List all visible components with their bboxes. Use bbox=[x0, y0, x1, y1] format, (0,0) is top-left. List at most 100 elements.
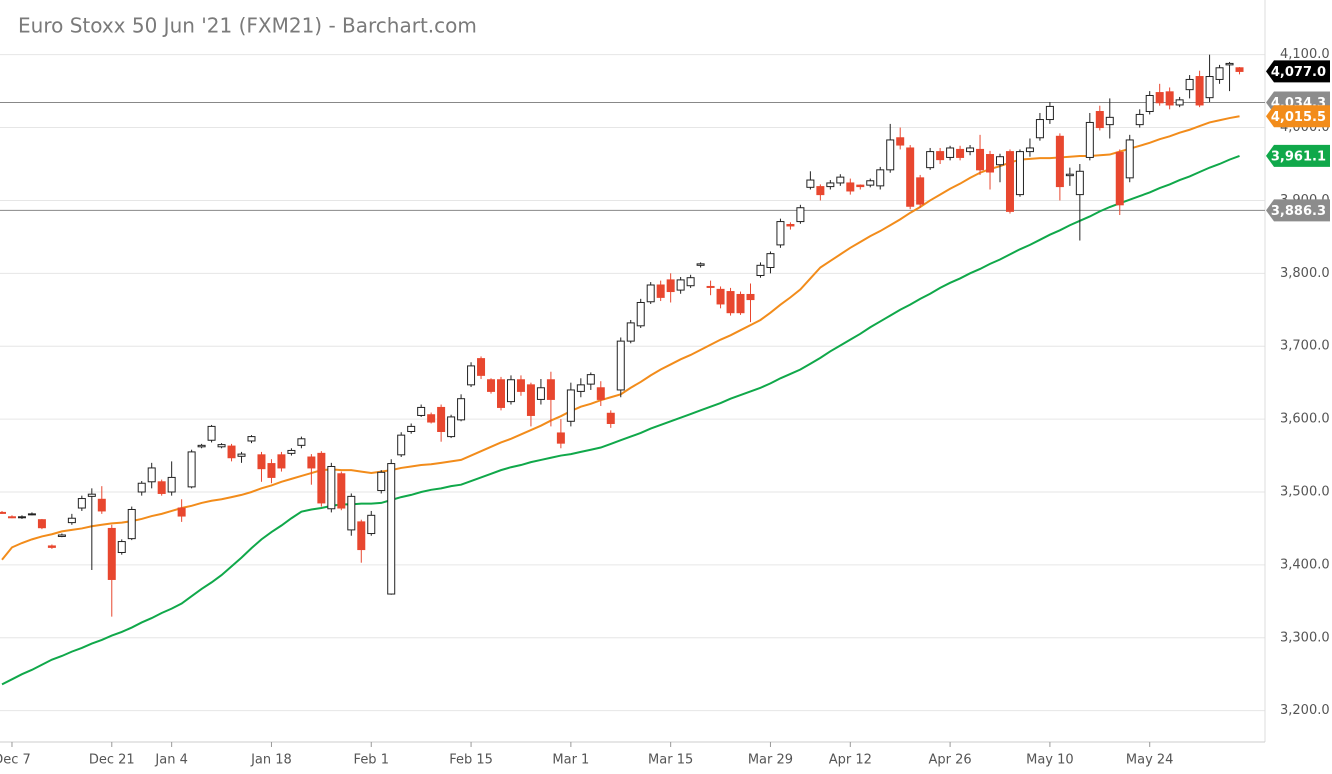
candle bbox=[576, 378, 585, 398]
candle-body bbox=[546, 379, 555, 400]
price-badge-label: 3,961.1 bbox=[1271, 149, 1326, 164]
candle-body bbox=[766, 253, 775, 268]
candle-body bbox=[686, 277, 695, 287]
candle bbox=[1065, 167, 1074, 186]
candle bbox=[387, 459, 396, 595]
candle-body bbox=[556, 432, 565, 444]
candle bbox=[1025, 138, 1034, 157]
candle bbox=[886, 123, 895, 173]
candle-body bbox=[866, 180, 875, 186]
candle-body bbox=[616, 340, 625, 391]
x-tick-label: Dec 21 bbox=[89, 753, 135, 768]
candle-body bbox=[786, 223, 795, 227]
candle-body bbox=[1005, 151, 1014, 212]
candle bbox=[976, 134, 985, 175]
candle bbox=[47, 544, 56, 549]
candle-body bbox=[1165, 91, 1174, 106]
candle-body bbox=[1185, 78, 1194, 91]
x-tick-label: Feb 1 bbox=[354, 753, 389, 768]
candle bbox=[856, 184, 865, 190]
candle-body bbox=[706, 285, 715, 288]
candle bbox=[77, 495, 86, 511]
candle-body bbox=[756, 264, 765, 277]
candle bbox=[1205, 54, 1214, 103]
candle-body bbox=[1125, 139, 1134, 179]
candle bbox=[447, 414, 456, 439]
candle bbox=[0, 510, 6, 514]
candle-body bbox=[1035, 119, 1044, 139]
candle bbox=[467, 362, 476, 388]
candle-body bbox=[0, 511, 6, 514]
candle bbox=[247, 435, 256, 444]
candle bbox=[477, 356, 486, 380]
candle-body bbox=[307, 456, 316, 469]
candle bbox=[297, 436, 306, 449]
candle bbox=[197, 443, 206, 449]
candle-body bbox=[656, 284, 665, 298]
x-tick-label: May 24 bbox=[1126, 753, 1174, 768]
candle-body bbox=[357, 521, 366, 551]
candle-body bbox=[1175, 99, 1184, 106]
candle bbox=[756, 262, 765, 278]
price-badge-label: 3,886.3 bbox=[1271, 204, 1326, 219]
candle-body bbox=[497, 379, 505, 408]
candle bbox=[516, 375, 525, 396]
candle bbox=[666, 273, 675, 303]
candle bbox=[347, 493, 356, 536]
candle-body bbox=[646, 284, 655, 303]
chart-title: Euro Stoxx 50 Jun '21 (FXM21) - Barchart… bbox=[18, 14, 477, 38]
candle bbox=[936, 147, 945, 164]
candle bbox=[97, 486, 106, 514]
candle-body bbox=[477, 358, 486, 376]
candle bbox=[646, 282, 655, 304]
candle-body bbox=[1115, 151, 1124, 206]
candle-body bbox=[1225, 62, 1234, 66]
candle-body bbox=[746, 293, 755, 301]
candle-body bbox=[816, 186, 825, 196]
candle bbox=[926, 147, 935, 170]
candle-body bbox=[506, 379, 515, 403]
x-tick-label: Mar 1 bbox=[552, 753, 589, 768]
candle-body bbox=[1105, 116, 1114, 126]
candle bbox=[616, 337, 625, 398]
y-tick-label: 3,700.0 bbox=[1280, 339, 1330, 354]
candle-body bbox=[966, 147, 975, 153]
candle bbox=[1195, 70, 1204, 108]
candle bbox=[287, 448, 296, 456]
candle-body bbox=[576, 384, 585, 392]
candle bbox=[736, 291, 745, 315]
candle bbox=[986, 150, 995, 190]
candle bbox=[1015, 149, 1024, 197]
candle bbox=[836, 174, 845, 186]
candle bbox=[307, 454, 316, 485]
candle bbox=[1145, 91, 1154, 115]
candle-body bbox=[247, 436, 256, 442]
candle-body bbox=[437, 406, 446, 432]
candle-body bbox=[1085, 121, 1094, 158]
candle bbox=[207, 424, 216, 443]
candle bbox=[766, 251, 775, 274]
price-badge-label: 4,077.0 bbox=[1271, 65, 1326, 80]
candle-body bbox=[1075, 170, 1084, 196]
candle-body bbox=[157, 481, 166, 494]
candle-body bbox=[87, 493, 96, 497]
candle-body bbox=[856, 184, 865, 188]
y-tick-label: 3,300.0 bbox=[1280, 630, 1330, 645]
candle-body bbox=[457, 398, 466, 421]
candle bbox=[427, 412, 436, 424]
candle-body bbox=[127, 508, 136, 540]
candle bbox=[726, 287, 735, 316]
candle-body bbox=[7, 516, 16, 519]
candle-body bbox=[47, 545, 56, 548]
candle bbox=[167, 461, 176, 496]
candle bbox=[1045, 102, 1054, 124]
x-tick-label: Feb 15 bbox=[449, 753, 493, 768]
candle bbox=[187, 449, 196, 489]
candle bbox=[1055, 133, 1064, 201]
candle-body bbox=[1205, 76, 1214, 99]
candle-body bbox=[526, 384, 535, 416]
candle-body bbox=[606, 412, 615, 424]
candle-body bbox=[37, 519, 46, 529]
